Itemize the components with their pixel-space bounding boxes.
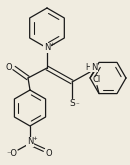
Text: Cl: Cl — [93, 75, 101, 84]
Text: +: + — [33, 136, 37, 142]
Text: S: S — [69, 99, 75, 108]
Text: N: N — [27, 137, 33, 147]
Text: H: H — [85, 63, 91, 71]
Text: O: O — [46, 149, 52, 159]
Text: +: + — [49, 43, 55, 48]
Text: ⁻: ⁻ — [75, 102, 79, 108]
Text: N: N — [91, 63, 97, 71]
Text: N: N — [44, 44, 50, 52]
Text: O: O — [6, 64, 12, 72]
Text: ⁻O: ⁻O — [6, 149, 18, 159]
